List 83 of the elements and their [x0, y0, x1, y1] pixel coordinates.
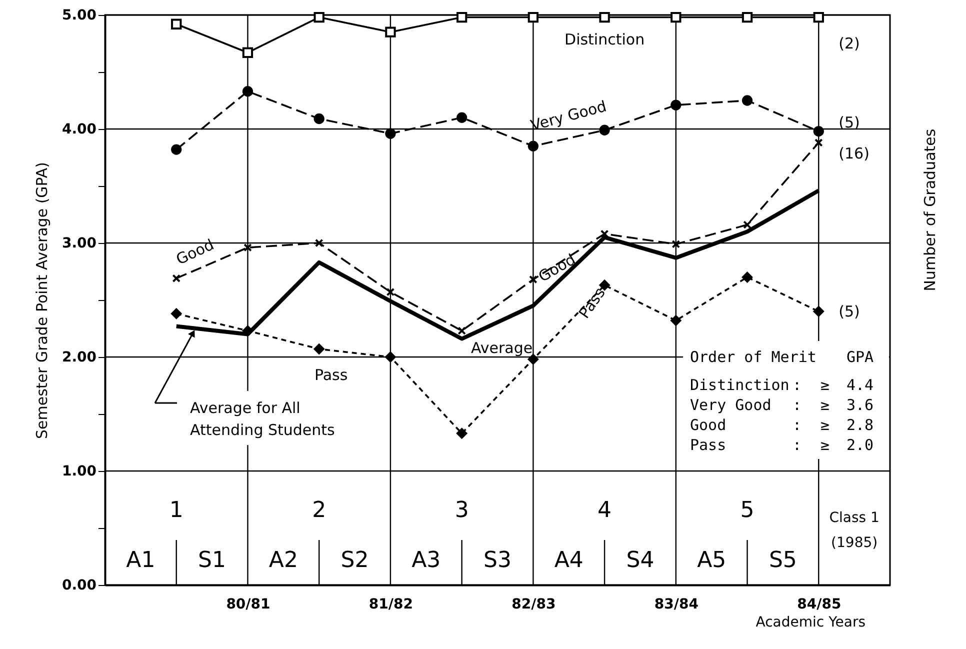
point	[672, 240, 680, 248]
annotation: (5)	[838, 302, 860, 320]
point	[670, 100, 682, 110]
point	[171, 18, 182, 30]
point	[456, 428, 468, 439]
annotation: Class 1	[829, 510, 880, 526]
point	[314, 344, 324, 354]
annotation: Average for All Attending Students	[190, 399, 336, 439]
point	[813, 126, 824, 137]
annotation: S4	[626, 548, 654, 573]
annotation: A3	[412, 548, 441, 573]
annotation: A4	[554, 548, 584, 573]
annotation: 2	[312, 498, 326, 523]
point	[458, 326, 466, 335]
point	[599, 12, 610, 23]
x-axis-title: Academic Years	[756, 614, 866, 630]
annotation: 3	[454, 498, 469, 523]
y-axis-title: Semester Grade Point Average (GPA)	[32, 162, 51, 440]
annotation: S5	[768, 548, 797, 573]
point	[600, 230, 609, 238]
point	[314, 12, 324, 23]
y-tick-label: 5.00	[62, 8, 97, 24]
y-tick-label: 1.00	[62, 464, 97, 480]
y-tick-label: 3.00	[62, 236, 97, 252]
point	[529, 275, 538, 284]
y-tick-label: 2.00	[62, 350, 97, 366]
text: Good : ≥ 2.8	[690, 416, 874, 434]
annotation: Pass	[314, 366, 348, 384]
annotation: (5)	[838, 113, 860, 132]
y-tick-label: 4.00	[62, 122, 97, 138]
point	[385, 26, 396, 38]
annotation: (16)	[838, 144, 870, 163]
text: Distinction : ≥ 4.4	[690, 376, 874, 394]
annotation: A5	[697, 548, 726, 573]
annotation: A1	[126, 548, 156, 573]
point	[599, 124, 610, 136]
point	[385, 352, 396, 362]
y2-axis-title: Number of Graduates	[921, 128, 939, 292]
annotation: Good	[173, 236, 217, 269]
point	[743, 220, 752, 229]
text: Order of Merit GPA	[690, 348, 874, 366]
annotation: S1	[198, 548, 226, 573]
point	[242, 86, 254, 97]
point	[456, 112, 468, 123]
text: Pass : ≥ 2.0	[690, 436, 874, 454]
point	[814, 138, 823, 147]
point	[528, 140, 539, 152]
point	[171, 308, 182, 320]
point	[813, 306, 824, 317]
annotation: (1985)	[831, 535, 878, 551]
x-tick-label: 81/82	[368, 596, 413, 612]
series-label: Average	[471, 338, 533, 357]
text: Very Good : ≥ 3.6	[690, 396, 874, 414]
text: Very Good	[528, 97, 608, 135]
annotation: (2)	[838, 34, 860, 52]
point	[742, 272, 753, 283]
annotation: 5	[740, 498, 754, 523]
point	[171, 144, 182, 155]
point	[670, 12, 682, 23]
point	[244, 243, 252, 252]
series-label: Distinction	[564, 30, 645, 48]
point	[456, 12, 468, 23]
point	[528, 12, 539, 23]
point	[172, 274, 181, 282]
annotation: S2	[340, 548, 369, 573]
x-tick-label: 83/84	[654, 596, 699, 612]
point	[813, 12, 824, 23]
x-tick-label: 80/81	[226, 596, 270, 612]
x-tick-label: 82/83	[512, 596, 556, 612]
annotation: S3	[484, 548, 512, 573]
point	[242, 47, 254, 58]
x-tick-label: 84/85	[797, 596, 842, 612]
y-tick-label: 0.00	[62, 578, 97, 594]
point	[386, 288, 395, 296]
point	[314, 238, 324, 248]
point	[670, 315, 682, 326]
annotation: 4	[598, 498, 612, 523]
annotation: A2	[268, 548, 298, 573]
point	[742, 12, 753, 23]
point	[742, 95, 753, 106]
point	[314, 113, 324, 124]
annotation: 1	[169, 498, 184, 523]
point	[385, 128, 396, 139]
